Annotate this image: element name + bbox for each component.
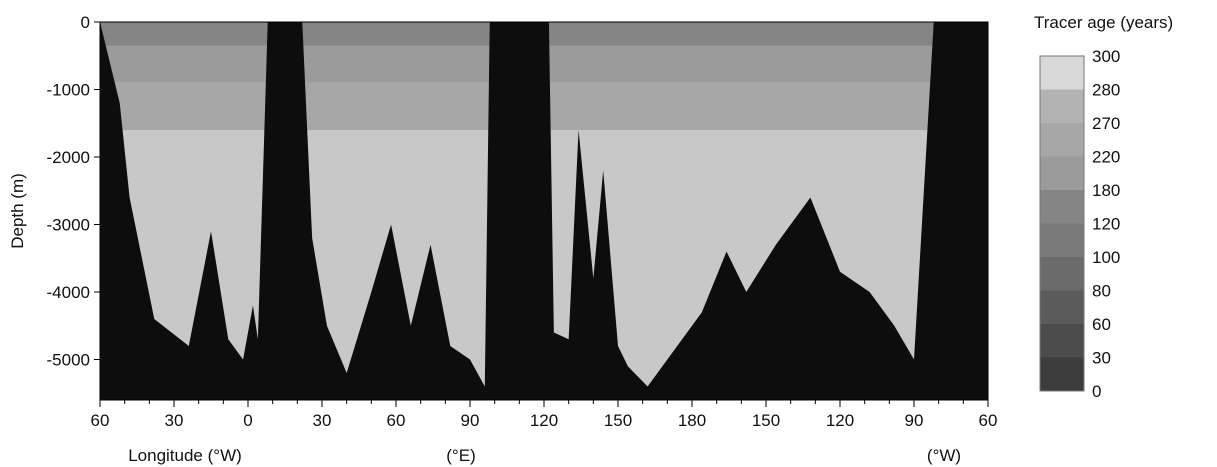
x-tick-label: 180 [678, 411, 706, 430]
colorbar-level-label: 80 [1092, 282, 1111, 301]
x-tick-label: 90 [905, 411, 924, 430]
x-tick-label: 150 [604, 411, 632, 430]
colorbar-level-label: 120 [1092, 215, 1120, 234]
colorbar-segment [1040, 156, 1084, 190]
colorbar-level-label: 300 [1092, 47, 1120, 66]
colorbar-segment [1040, 123, 1084, 157]
colorbar-segment [1040, 223, 1084, 257]
x-tick-label: 30 [313, 411, 332, 430]
x-tick-label: 90 [461, 411, 480, 430]
colorbar-title: Tracer age (years) [1034, 13, 1173, 32]
colorbar-segment [1040, 290, 1084, 324]
y-axis: 0 -1000 -2000 -3000 -4000 -5000 [47, 13, 100, 370]
x-tick-label: 30 [165, 411, 184, 430]
colorbar-segment [1040, 257, 1084, 291]
ocean-floor-bathymetry [100, 22, 988, 400]
y-tick-label: -2000 [47, 148, 90, 167]
y-axis-label: Depth (m) [8, 173, 27, 249]
colorbar-level-label: 180 [1092, 181, 1120, 200]
y-tick-label: -1000 [47, 81, 90, 100]
x-axis-label-east: (°E) [446, 446, 475, 465]
y-tick-label: -5000 [47, 351, 90, 370]
plot-area [100, 22, 988, 400]
x-tick-label: 60 [387, 411, 406, 430]
colorbar-segment [1040, 56, 1084, 90]
colorbar-level-label: 60 [1092, 315, 1111, 334]
colorbar-level-label: 0 [1092, 382, 1101, 401]
x-axis-label-west: Longitude (°W) [128, 446, 242, 465]
colorbar-level-label: 270 [1092, 114, 1120, 133]
x-tick-label: 0 [243, 411, 252, 430]
y-tick-label: 0 [81, 13, 90, 32]
colorbar-segment [1040, 357, 1084, 391]
colorbar-level-label: 220 [1092, 148, 1120, 167]
colorbar-segment [1040, 190, 1084, 224]
colorbar-level-label: 30 [1092, 349, 1111, 368]
x-axis: 60 30 0 30 60 90 120 150 180 150 120 90 60 [91, 400, 998, 430]
colorbar-segment [1040, 89, 1084, 123]
colorbar-segment [1040, 324, 1084, 358]
x-tick-label: 120 [530, 411, 558, 430]
x-axis-label-west-pacific: (°W) [927, 446, 961, 465]
colorbar-level-label: 280 [1092, 81, 1120, 100]
colorbar-frame [1039, 55, 1085, 392]
colorbar-level-label: 100 [1092, 248, 1120, 267]
y-tick-label: -3000 [47, 216, 90, 235]
x-tick-label: 150 [752, 411, 780, 430]
x-tick-label: 60 [91, 411, 110, 430]
y-tick-label: -4000 [47, 283, 90, 302]
x-tick-label: 120 [826, 411, 854, 430]
x-tick-label: 60 [979, 411, 998, 430]
